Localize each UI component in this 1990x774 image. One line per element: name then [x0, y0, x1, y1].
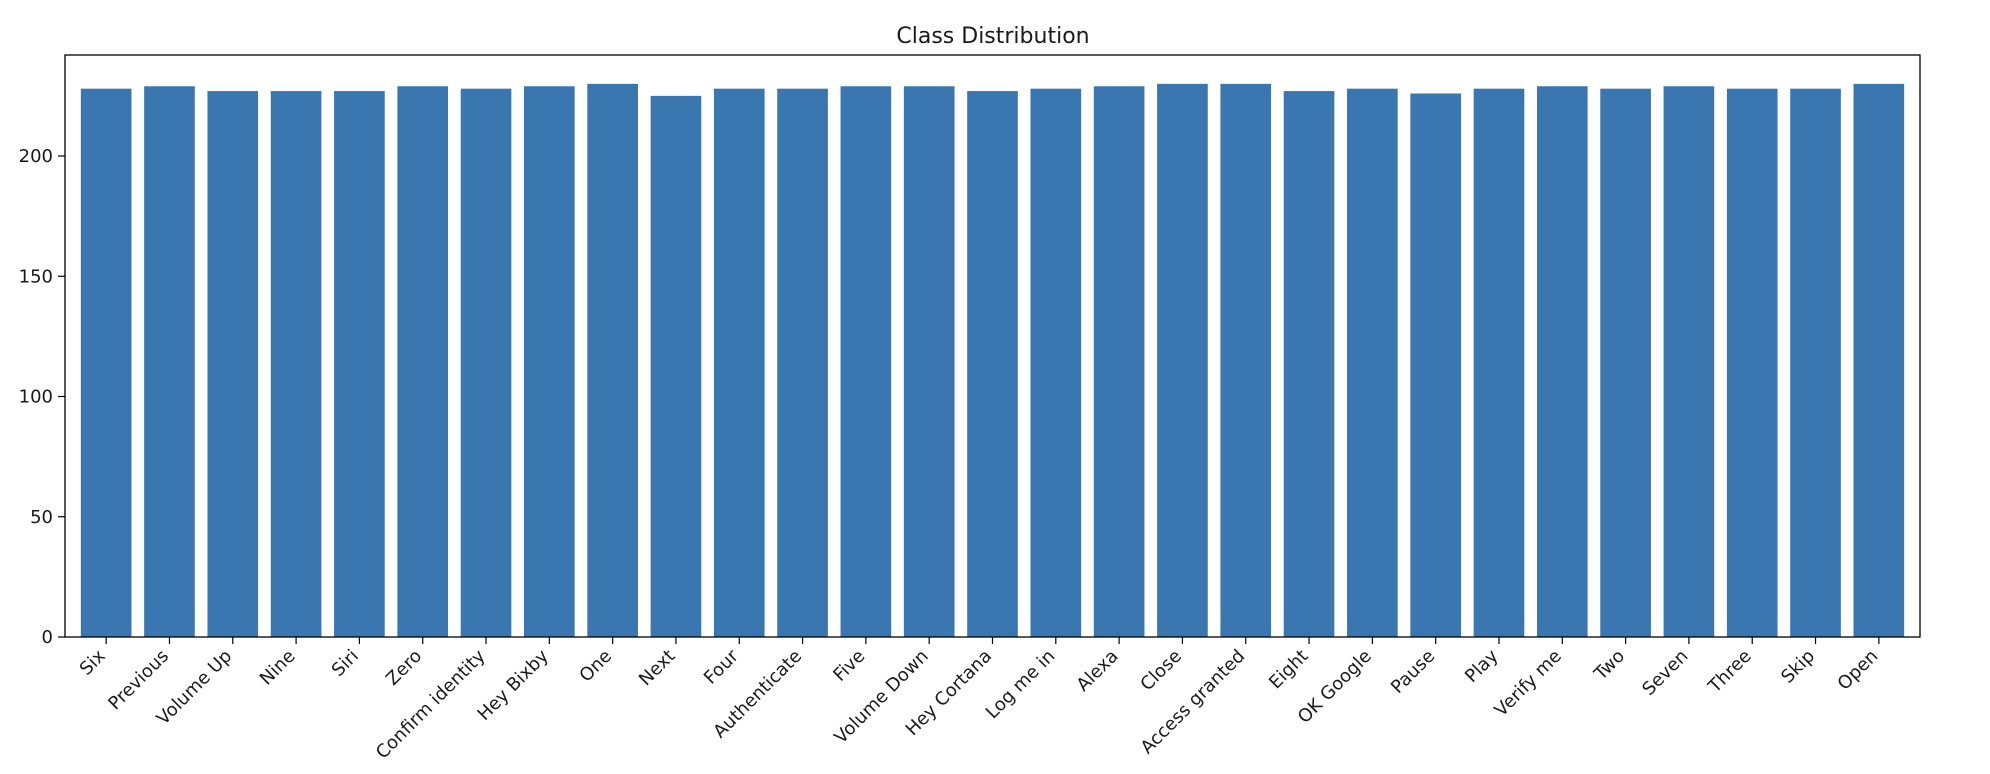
bars-group [80, 83, 1905, 638]
x-tick-label: One [575, 646, 616, 687]
plot-frame [64, 54, 1921, 638]
bar-eight [1283, 91, 1335, 637]
bar-authenticate [777, 88, 828, 638]
bar-access-granted [1220, 83, 1272, 638]
y-tick-label: 100 [19, 387, 53, 408]
bar-hey-bixby [524, 86, 575, 637]
bar-seven [1663, 86, 1715, 637]
bar-next [650, 95, 702, 637]
x-tick-label: Next [635, 646, 680, 691]
x-tick-label: Log me in [982, 646, 1060, 724]
bar-two [1600, 88, 1651, 638]
bar-one [587, 83, 638, 638]
x-tick-label: Siri [328, 646, 363, 681]
y-tick-label: 150 [19, 266, 53, 287]
y-tick-label: 0 [42, 627, 53, 648]
bar-hey-cortana [967, 91, 1018, 637]
bar-four [713, 88, 765, 638]
y-axis: 0 50 100 150 200 [19, 146, 65, 648]
bar-confirm-identity [460, 88, 512, 638]
x-tick-label: Four [700, 645, 743, 688]
bar-open [1853, 83, 1905, 638]
bar-alexa [1093, 86, 1145, 637]
y-tick-label: 50 [30, 507, 53, 528]
bar-skip [1790, 88, 1841, 638]
bar-zero [397, 86, 449, 637]
bar-six [80, 88, 132, 638]
bar-play [1473, 88, 1525, 638]
x-tick-label: Zero [382, 646, 426, 690]
bar-volume-up [207, 91, 259, 637]
x-tick-label: Alexa [1073, 646, 1123, 696]
bar-previous [144, 86, 195, 637]
x-tick-label: Five [829, 646, 869, 686]
x-tick-label: Confirm identity [372, 645, 490, 763]
x-tick-label: Skip [1777, 646, 1819, 688]
bar-three [1726, 88, 1778, 638]
x-tick-label: Verify me [1491, 646, 1566, 721]
bar-volume-down [903, 86, 955, 637]
x-tick-label: Nine [256, 646, 300, 690]
bar-verify-me [1536, 86, 1588, 637]
x-tick-label: Six [76, 645, 110, 679]
bar-siri [334, 91, 385, 637]
bar-pause [1410, 93, 1461, 638]
bar-close [1157, 83, 1208, 638]
bar-log-me-in [1030, 88, 1082, 638]
bar-ok-google [1347, 88, 1398, 638]
x-tick-label: Two [1590, 646, 1629, 685]
y-tick-label: 200 [19, 146, 53, 167]
x-tick-label: Eight [1265, 646, 1313, 694]
x-tick-label: Three [1704, 646, 1756, 698]
bar-five [840, 86, 892, 637]
bar-nine [270, 91, 322, 637]
x-tick-label: Open [1834, 646, 1883, 695]
chart-title: Class Distribution [896, 24, 1089, 49]
x-tick-label: Close [1136, 646, 1186, 696]
x-tick-label: Pause [1387, 646, 1439, 698]
x-tick-label: Play [1461, 645, 1503, 687]
x-tick-label: Seven [1638, 646, 1692, 700]
